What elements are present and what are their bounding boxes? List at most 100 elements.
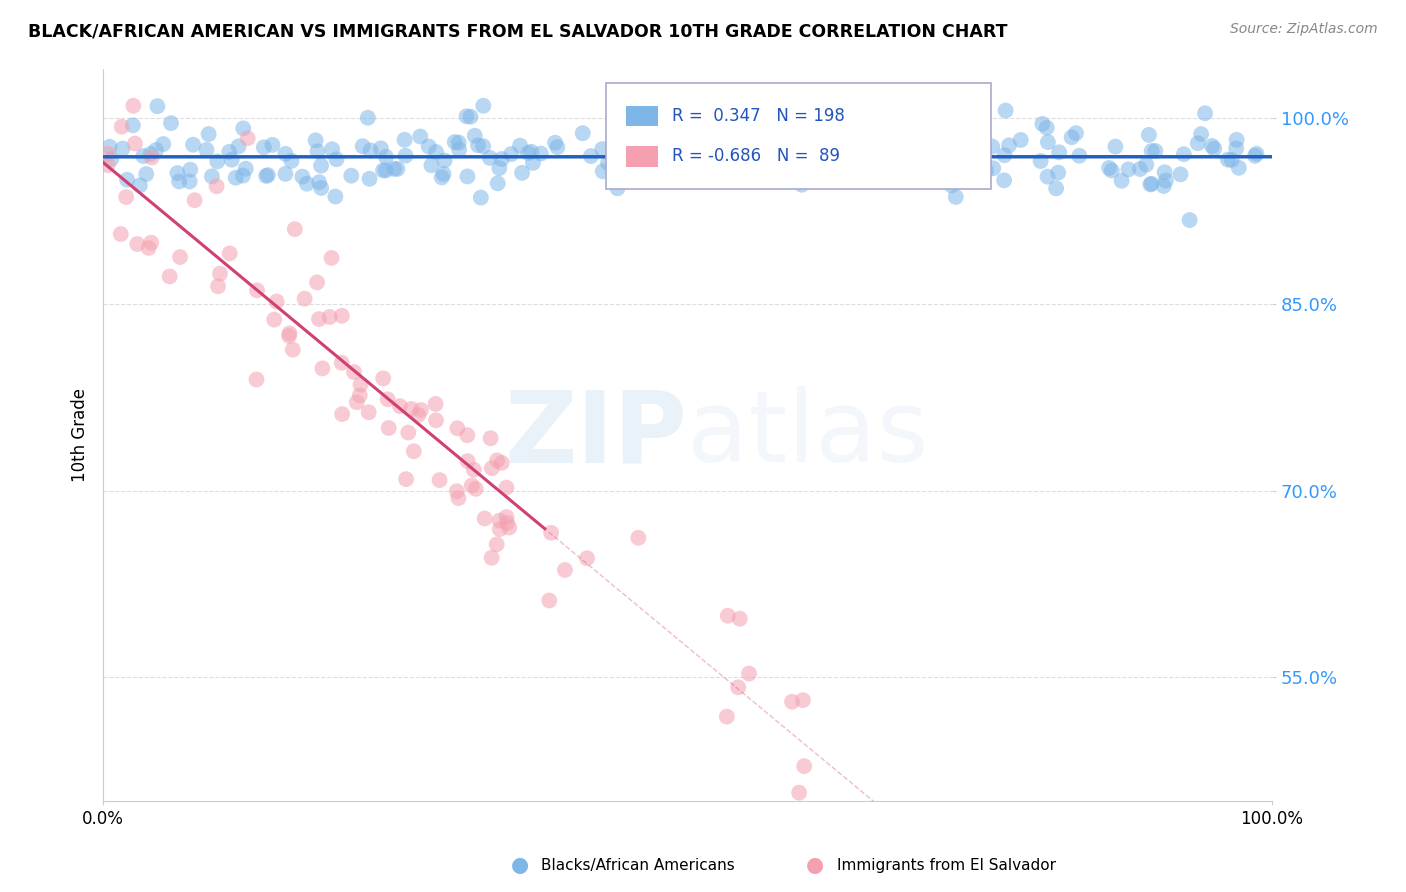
Point bbox=[596, 156, 619, 170]
Point bbox=[402, 444, 425, 458]
Point bbox=[794, 174, 817, 188]
Point bbox=[330, 356, 353, 370]
Point bbox=[218, 145, 240, 159]
Text: ●: ● bbox=[807, 855, 824, 875]
Point bbox=[571, 126, 593, 140]
Point bbox=[374, 163, 396, 178]
Point bbox=[181, 137, 204, 152]
Point bbox=[1029, 154, 1052, 169]
Point bbox=[717, 608, 740, 623]
Point bbox=[430, 170, 453, 185]
Point bbox=[97, 158, 120, 172]
Point bbox=[748, 133, 770, 147]
Point bbox=[349, 377, 371, 392]
Point bbox=[1104, 139, 1126, 153]
Point bbox=[554, 563, 576, 577]
Point bbox=[447, 136, 470, 150]
Point bbox=[520, 145, 543, 159]
Point bbox=[981, 139, 1004, 153]
Point bbox=[699, 153, 721, 168]
Point bbox=[330, 309, 353, 323]
Point bbox=[409, 403, 432, 417]
Point bbox=[409, 129, 432, 144]
Point bbox=[832, 134, 855, 148]
Point bbox=[1139, 178, 1161, 192]
Point bbox=[207, 154, 229, 169]
Point bbox=[321, 251, 343, 265]
Point bbox=[208, 267, 231, 281]
Text: R =  0.347   N = 198: R = 0.347 N = 198 bbox=[672, 107, 845, 125]
Point bbox=[236, 131, 259, 145]
Point bbox=[576, 551, 599, 566]
Point bbox=[197, 127, 219, 141]
Point bbox=[1135, 158, 1157, 172]
Point bbox=[1010, 133, 1032, 147]
Point bbox=[693, 122, 716, 136]
Point bbox=[1227, 161, 1250, 175]
Point bbox=[690, 167, 713, 181]
Point bbox=[1036, 135, 1059, 149]
Point bbox=[993, 148, 1015, 162]
Point bbox=[891, 167, 914, 181]
Point bbox=[741, 157, 763, 171]
Point bbox=[201, 169, 224, 184]
Text: Immigrants from El Salvador: Immigrants from El Salvador bbox=[837, 858, 1056, 872]
Point bbox=[831, 128, 853, 143]
Point bbox=[456, 109, 478, 123]
Point bbox=[408, 408, 430, 422]
Point bbox=[138, 241, 160, 255]
Point bbox=[160, 116, 183, 130]
Point bbox=[121, 118, 143, 132]
Point bbox=[725, 136, 748, 150]
Point bbox=[418, 139, 440, 153]
Point bbox=[340, 169, 363, 183]
Point bbox=[1178, 213, 1201, 227]
Point bbox=[491, 456, 513, 470]
Point bbox=[920, 136, 942, 151]
Point bbox=[145, 143, 167, 157]
Point bbox=[1035, 120, 1057, 135]
Point bbox=[1153, 165, 1175, 179]
Point bbox=[256, 168, 278, 182]
Point bbox=[943, 128, 966, 142]
Point bbox=[449, 143, 471, 157]
Point bbox=[832, 155, 855, 169]
Point bbox=[141, 151, 163, 165]
Point bbox=[254, 169, 277, 183]
Point bbox=[124, 136, 146, 151]
Point bbox=[994, 103, 1017, 118]
Point bbox=[501, 147, 523, 161]
Point bbox=[1060, 130, 1083, 145]
Point bbox=[807, 168, 830, 182]
Point bbox=[495, 510, 517, 524]
Point bbox=[281, 343, 304, 357]
Point bbox=[274, 146, 297, 161]
Point bbox=[467, 138, 489, 153]
Point bbox=[461, 478, 484, 492]
Point bbox=[291, 169, 314, 184]
Point bbox=[486, 453, 509, 467]
Point bbox=[546, 140, 568, 154]
Point bbox=[1220, 153, 1243, 167]
Point bbox=[352, 139, 374, 153]
Point bbox=[1118, 162, 1140, 177]
Point bbox=[738, 666, 761, 681]
Point bbox=[624, 145, 647, 160]
Point bbox=[1170, 167, 1192, 181]
Point bbox=[1204, 142, 1226, 156]
Text: R = -0.686   N =  89: R = -0.686 N = 89 bbox=[672, 147, 841, 165]
Point bbox=[1111, 174, 1133, 188]
Point bbox=[787, 786, 810, 800]
Point bbox=[425, 413, 447, 427]
Point bbox=[481, 550, 503, 565]
Point bbox=[349, 388, 371, 402]
Point bbox=[274, 167, 297, 181]
Point bbox=[111, 142, 134, 156]
Point bbox=[792, 693, 814, 707]
Point bbox=[464, 482, 486, 496]
Point bbox=[943, 153, 966, 168]
Point bbox=[357, 405, 380, 419]
Point bbox=[377, 392, 399, 407]
Point bbox=[429, 473, 451, 487]
Point bbox=[664, 138, 686, 153]
